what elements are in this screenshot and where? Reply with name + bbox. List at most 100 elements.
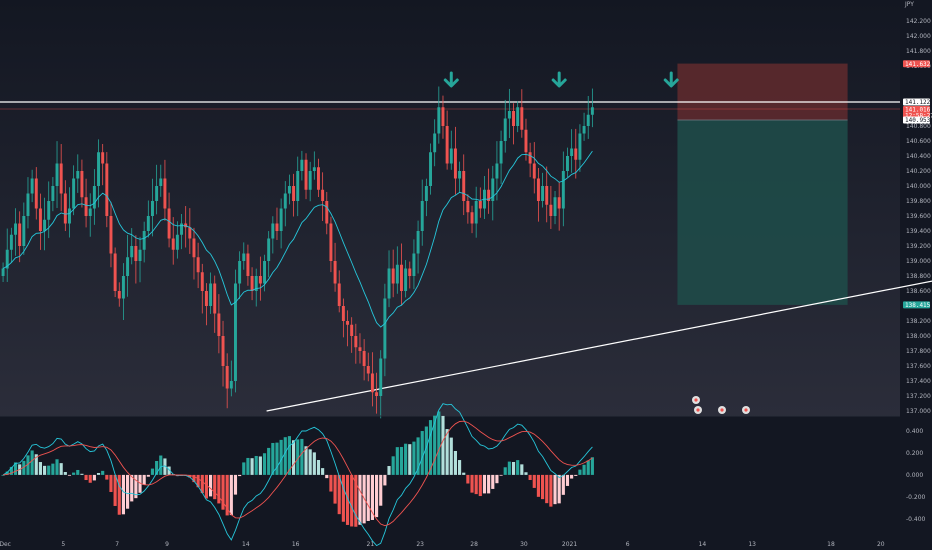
macd-histogram-bar (55, 459, 58, 475)
macd-histogram-bar (512, 462, 515, 475)
macd-histogram-bar (292, 440, 295, 475)
macd-histogram-bar (51, 464, 54, 475)
event-icon[interactable] (742, 406, 750, 414)
macd-histogram-bar (97, 473, 100, 475)
macd-histogram-bar (300, 439, 303, 475)
macd-histogram-bar (487, 475, 490, 494)
price-tick-label: 139.400 (906, 228, 931, 235)
macd-tick-label: 0.200 (906, 450, 923, 457)
macd-histogram-bar (85, 475, 88, 480)
macd-histogram-bar (255, 456, 258, 475)
candle[interactable] (114, 247, 117, 297)
macd-histogram-bar (545, 475, 548, 503)
price-tick-label: 137.800 (906, 348, 931, 355)
stop-loss-zone[interactable] (677, 64, 847, 120)
macd-histogram-bar (516, 460, 519, 475)
macd-histogram-bar (72, 473, 75, 475)
macd-histogram-bar (412, 442, 415, 475)
macd-histogram-bar (284, 437, 287, 475)
event-icon[interactable] (694, 406, 702, 414)
macd-histogram-bar (578, 470, 581, 475)
macd-tick-label: -0.400 (906, 516, 926, 523)
macd-histogram-bar (570, 475, 573, 479)
macd-histogram-bar (76, 470, 79, 475)
macd-histogram-bar (118, 475, 121, 515)
macd-histogram-bar (143, 475, 146, 485)
macd-histogram-bar (334, 475, 337, 504)
macd-histogram-bar (566, 475, 569, 486)
macd-histogram-bar (89, 475, 92, 483)
time-tick-label: 20 (877, 541, 885, 548)
macd-histogram-bar (238, 475, 241, 476)
macd-histogram-bar (379, 475, 382, 506)
macd-tick-label: -0.200 (906, 494, 926, 501)
event-icon[interactable] (692, 396, 700, 404)
macd-histogram-bar (533, 475, 536, 488)
macd-histogram-bar (93, 475, 96, 481)
macd-histogram-bar (39, 462, 42, 475)
price-tick-label: 140.600 (906, 138, 931, 145)
macd-histogram-bar (60, 463, 63, 475)
time-tick-label: 6 (626, 541, 630, 548)
macd-histogram-bar (101, 471, 104, 475)
price-tick-label: 142.000 (906, 33, 931, 40)
macd-histogram-bar (462, 473, 465, 475)
macd-histogram-bar (271, 443, 274, 475)
price-badge: 141.632 (903, 60, 931, 68)
time-tick-label: 7 (115, 541, 119, 548)
svg-text:141.632: 141.632 (905, 61, 931, 68)
time-tick-label: 18 (827, 541, 835, 548)
time-tick-label: Dec (0, 541, 11, 548)
macd-histogram-bar (495, 475, 498, 483)
candle[interactable] (234, 270, 237, 393)
price-tick-label: 139.800 (906, 198, 931, 205)
macd-histogram-bar (549, 475, 552, 507)
macd-histogram-bar (122, 475, 125, 514)
macd-histogram-bar (508, 462, 511, 475)
macd-histogram-bar (329, 475, 332, 492)
time-tick-label: 2021 (562, 541, 577, 548)
macd-histogram-bar (458, 460, 461, 475)
macd-histogram-bar (109, 475, 112, 492)
macd-histogram-bar (130, 475, 133, 502)
macd-histogram-bar (541, 475, 544, 499)
macd-histogram-bar (520, 464, 523, 475)
macd-histogram-bar (392, 456, 395, 475)
macd-histogram-bar (491, 475, 494, 489)
price-badge: 138.415 (903, 301, 931, 309)
macd-histogram-bar (524, 472, 527, 475)
macd-histogram-bar (383, 475, 386, 486)
price-tick-label: 137.600 (906, 363, 931, 370)
price-tick-label: 139.000 (906, 258, 931, 265)
macd-histogram-bar (325, 475, 328, 478)
price-tick-label: 140.800 (906, 123, 931, 130)
macd-histogram-bar (470, 475, 473, 493)
event-icon[interactable] (718, 406, 726, 414)
price-tick-label: 141.800 (906, 48, 931, 55)
macd-histogram-bar (68, 475, 71, 476)
macd-histogram-bar (213, 475, 216, 499)
macd-histogram-bar (209, 475, 212, 496)
macd-histogram-bar (43, 466, 46, 475)
price-pane[interactable] (0, 0, 932, 418)
macd-histogram-bar (105, 475, 108, 480)
macd-histogram-bar (466, 475, 469, 484)
time-tick-label: 30 (520, 541, 528, 548)
price-tick-label: 140.400 (906, 153, 931, 160)
macd-histogram-bar (553, 475, 556, 504)
macd-histogram-bar (537, 475, 540, 497)
macd-histogram-bar (441, 416, 444, 475)
price-tick-label: 139.600 (906, 213, 931, 220)
time-tick-label: 9 (165, 541, 169, 548)
time-tick-label: 13 (748, 541, 756, 548)
macd-histogram-bar (504, 467, 507, 475)
macd-histogram-bar (387, 466, 390, 475)
macd-histogram-bar (230, 475, 233, 515)
macd-histogram-bar (313, 452, 316, 475)
take-profit-zone[interactable] (677, 120, 847, 305)
macd-histogram-bar (583, 465, 586, 475)
time-tick-label: 5 (61, 541, 65, 548)
macd-histogram-bar (263, 453, 266, 475)
macd-histogram-bar (321, 468, 324, 475)
